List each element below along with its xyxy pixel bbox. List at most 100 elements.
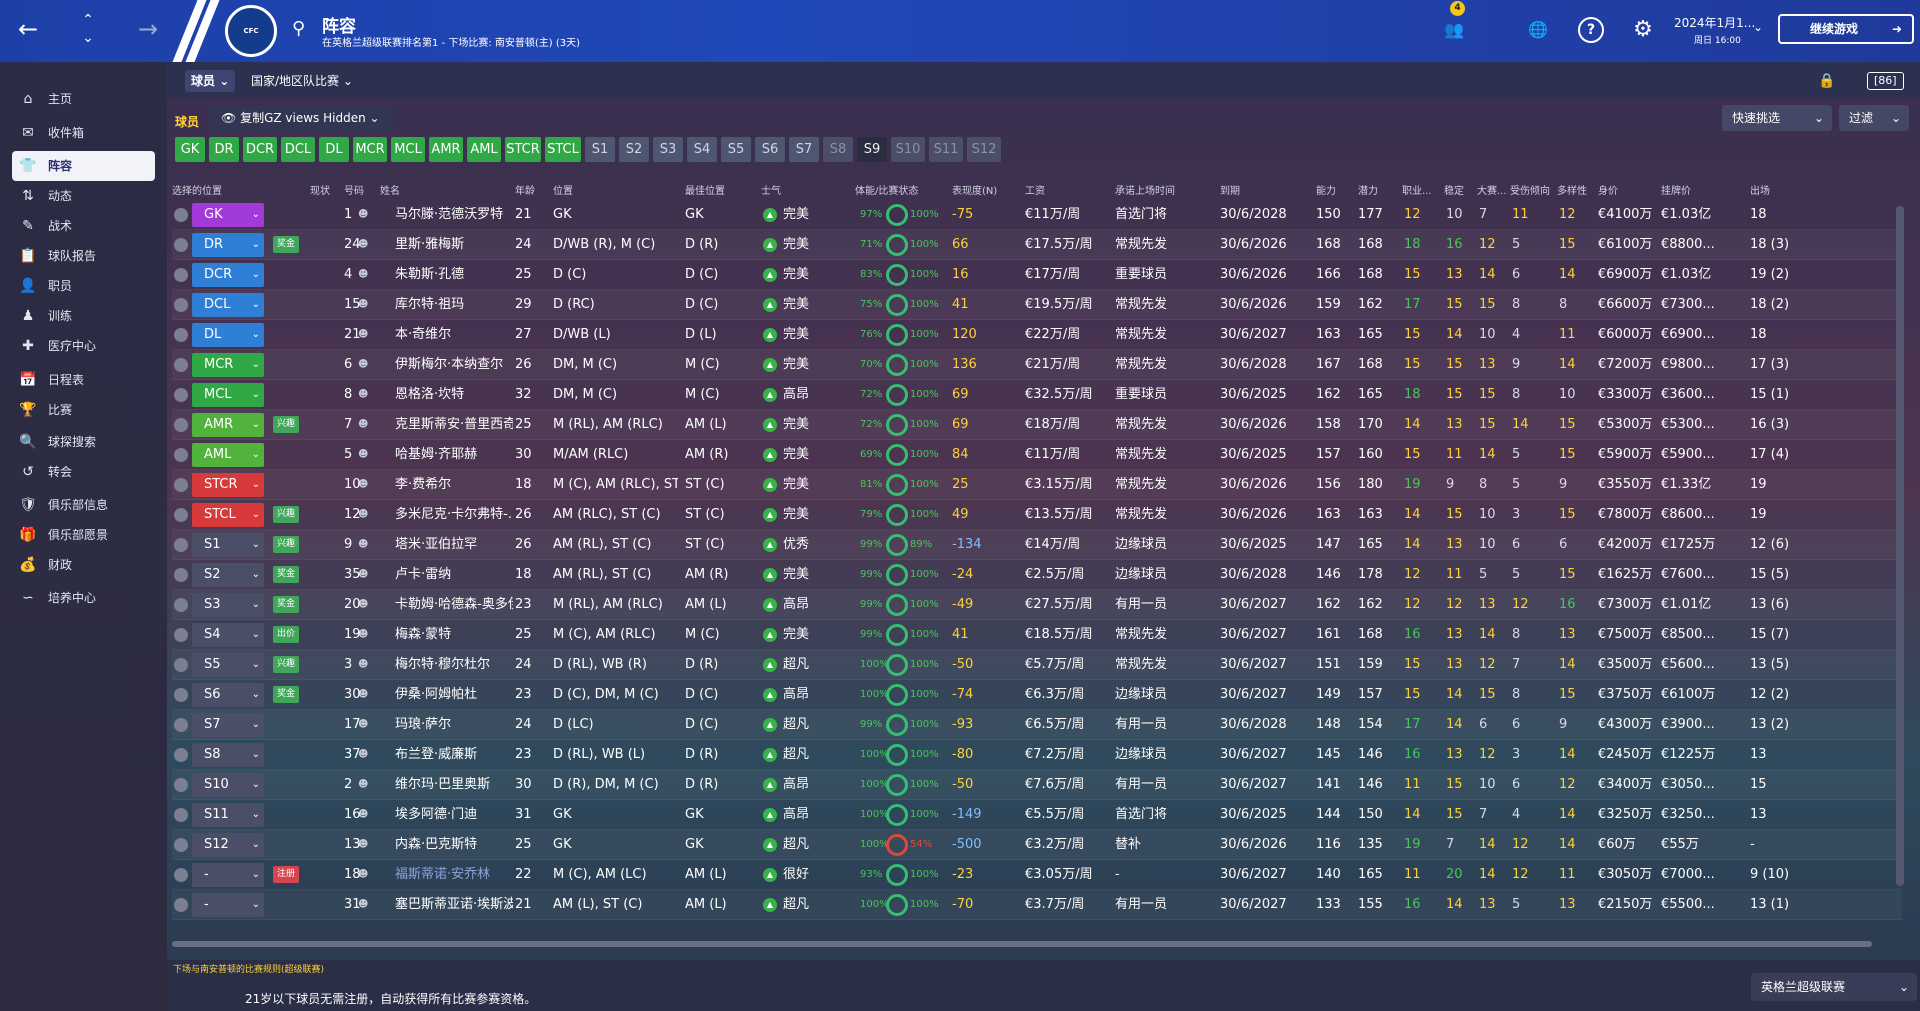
club-crest-logo[interactable]: CFC [225, 5, 277, 57]
status-badge[interactable]: 奖金 [273, 566, 300, 583]
table-row[interactable]: DCL ⌄ ☻ ▲ 15 库尔特·祖玛 29 D (RC) D (C) 完美 75% 100% 41 €1… [172, 290, 1902, 320]
status-badge[interactable]: 奖金 [273, 236, 300, 253]
sidebar-item-staff[interactable]: 👤 职员 [12, 271, 155, 301]
row-checkbox[interactable] [174, 478, 188, 492]
header-cond[interactable]: 体能/比赛状态 [855, 186, 919, 197]
header-form[interactable]: 表现度(N) [952, 186, 998, 197]
cell-name[interactable]: 梅森·蒙特 [395, 627, 452, 642]
header-playtime[interactable]: 承诺上场时间 [1115, 186, 1175, 197]
row-checkbox[interactable] [174, 418, 188, 432]
position-filter-s1[interactable]: S1 [585, 137, 615, 162]
globe-icon[interactable]: 🌐 [1528, 20, 1548, 39]
header-apps[interactable]: 出场 [1750, 186, 1770, 197]
cell-name[interactable]: 马尔滕·范德沃罗特 [395, 207, 504, 222]
filter-button[interactable]: 过滤 ⌄ [1839, 105, 1909, 131]
selected-position-dropdown[interactable]: STCR ⌄ [192, 473, 264, 497]
table-row[interactable]: S5 ⌄ 兴趣 ☻ ▲ 3 梅尔特·穆尔杜尔 24 D (RL), WB (R) D (R) 超凡 1… [172, 650, 1902, 680]
sidebar-item-development[interactable]: ∽ 培养中心 [12, 583, 155, 613]
status-badge[interactable]: 兴趣 [273, 506, 300, 523]
selected-position-dropdown[interactable]: S8 ⌄ [192, 743, 264, 767]
table-row[interactable]: S8 ⌄ ☻ ▲ 37 布兰登·威廉斯 23 D (RL), WB (L) D (R) 超凡 100… [172, 740, 1902, 770]
table-row[interactable]: S11 ⌄ ☻ ▲ 16 埃多阿德·门迪 31 GK GK 高昂 100% 100% -149 €5.5万… [172, 800, 1902, 830]
status-badge[interactable]: 奖金 [273, 686, 300, 703]
table-row[interactable]: MCR ⌄ ☻ ▲ 6 伊斯梅尔·本纳查尔 26 DM, M (C) M (C) 完美 70% 100… [172, 350, 1902, 380]
table-row[interactable]: AML ⌄ ☻ ▲ 5 哈基姆·齐耶赫 30 M/AM (RLC) AM (R) 完美 69% 100… [172, 440, 1902, 470]
table-row[interactable]: STCR ⌄ ☻ ▲ 10 李·费希尔 18 M (C), AM (RLC), ST... ST… [172, 470, 1902, 500]
table-row[interactable]: S3 ⌄ 奖金 ☻ ▲ 20 卡勒姆·哈德森-奥多伊 23 M (RL), AM (RLC) AM… [172, 590, 1902, 620]
cell-name[interactable]: 克里斯蒂安·普里西奇 [395, 417, 513, 432]
row-checkbox[interactable] [174, 838, 188, 852]
layout-toggle-icon[interactable]: [86] [1867, 72, 1904, 90]
search-icon[interactable]: ⚲ [292, 18, 306, 39]
table-row[interactable]: STCL ⌄ 兴趣 ☻ ▲ 12 多米尼克·卡尔弗特-... 26 AM (RLC), ST (… [172, 500, 1902, 530]
sidebar-item-transfers[interactable]: ↺ 转会 [12, 457, 155, 487]
header-name[interactable]: 姓名 [380, 186, 400, 197]
table-row[interactable]: DL ⌄ ☻ ▲ 21 本·奇维尔 27 D/WB (L) D (L) 完美 76% 100% 120 €… [172, 320, 1902, 350]
selected-position-dropdown[interactable]: DCL ⌄ [192, 293, 264, 317]
row-checkbox[interactable] [174, 208, 188, 222]
header-pa[interactable]: 潜力 [1358, 186, 1378, 197]
sidebar-item-dynamics[interactable]: ⇅ 动态 [12, 181, 155, 211]
row-checkbox[interactable] [174, 298, 188, 312]
selected-position-dropdown[interactable]: - ⌄ [192, 893, 264, 917]
row-checkbox[interactable] [174, 658, 188, 672]
header-stab[interactable]: 稳定 [1444, 186, 1464, 197]
status-badge[interactable]: 出价 [273, 626, 300, 643]
table-row[interactable]: S12 ⌄ ☻ ▲ 13 内森·巴克斯特 25 GK GK 超凡 100% 54% -500 €3.2万/… [172, 830, 1902, 860]
table-row[interactable]: DCR ⌄ ☻ ▲ 4 朱勒斯·孔德 25 D (C) D (C) 完美 83% 100% 16 €17万… [172, 260, 1902, 290]
chevron-down-icon[interactable]: ⌄ [1753, 20, 1764, 34]
position-filter-dr[interactable]: DR [209, 137, 239, 162]
cell-name[interactable]: 恩格洛·坎特 [395, 387, 465, 402]
row-checkbox[interactable] [174, 268, 188, 282]
row-checkbox[interactable] [174, 778, 188, 792]
selected-position-dropdown[interactable]: MCL ⌄ [192, 383, 264, 407]
selected-position-dropdown[interactable]: S1 ⌄ [192, 533, 264, 557]
sidebar-item-inbox[interactable]: ✉ 收件箱 [12, 118, 155, 148]
table-row[interactable]: S7 ⌄ ☻ ▲ 17 玛琅·萨尔 24 D (LC) D (C) 超凡 99% 100% -93 €6.… [172, 710, 1902, 740]
sidebar-item-tactics[interactable]: ✎ 战术 [12, 211, 155, 241]
table-row[interactable]: GK ⌄ ☻ ▲ 1 马尔滕·范德沃罗特 21 GK GK 完美 97% 100% -75 €11万/周 首… [172, 200, 1902, 230]
header-morale[interactable]: 士气 [761, 186, 781, 197]
help-icon[interactable]: ? [1578, 17, 1604, 43]
selected-position-dropdown[interactable]: STCL ⌄ [192, 503, 264, 527]
cell-name[interactable]: 伊桑·阿姆帕杜 [395, 687, 478, 702]
selected-position-dropdown[interactable]: GK ⌄ [192, 203, 264, 227]
status-badge[interactable]: 兴趣 [273, 416, 300, 433]
sidebar-item-team-report[interactable]: 📋 球队报告 [12, 241, 155, 271]
tab-players[interactable]: 球员 ⌄ [185, 70, 236, 92]
row-checkbox[interactable] [174, 688, 188, 702]
position-filter-mcr[interactable]: MCR [353, 137, 387, 162]
row-checkbox[interactable] [174, 628, 188, 642]
position-filter-s5[interactable]: S5 [721, 137, 751, 162]
header-expires[interactable]: 到期 [1220, 186, 1240, 197]
cell-name[interactable]: 塞巴斯蒂亚诺·埃斯波... [395, 897, 513, 912]
cell-name[interactable]: 哈基姆·齐耶赫 [395, 447, 478, 462]
sidebar-item-medical[interactable]: ✚ 医疗中心 [12, 331, 155, 361]
tab-national[interactable]: 国家/地区队比赛 ⌄ [251, 74, 353, 88]
sidebar-item-home[interactable]: ⌂ 主页 [12, 84, 155, 114]
quick-pick-button[interactable]: 快速挑选 ⌄ [1722, 105, 1832, 131]
back-arrow-icon[interactable]: ← [17, 15, 39, 43]
selected-position-dropdown[interactable]: S2 ⌄ [192, 563, 264, 587]
row-checkbox[interactable] [174, 748, 188, 762]
position-filter-stcl[interactable]: STCL [545, 137, 581, 162]
cell-name[interactable]: 里斯·雅梅斯 [395, 237, 465, 252]
table-row[interactable]: S6 ⌄ 奖金 ☻ ▲ 30 伊桑·阿姆帕杜 23 D (C), DM, M (C) D (C) 高… [172, 680, 1902, 710]
header-ask[interactable]: 挂牌价 [1661, 186, 1691, 197]
cell-name[interactable]: 布兰登·威廉斯 [395, 747, 478, 762]
header-vers[interactable]: 多样性 [1557, 186, 1587, 197]
cell-name[interactable]: 伊斯梅尔·本纳查尔 [395, 357, 504, 372]
position-filter-s8[interactable]: S8 [823, 137, 853, 162]
selected-position-dropdown[interactable]: S10 ⌄ [192, 773, 264, 797]
cell-name[interactable]: 福斯蒂诺·安乔林 [395, 867, 491, 882]
cell-name[interactable]: 卢卡·雷纳 [395, 567, 452, 582]
selected-position-dropdown[interactable]: S4 ⌄ [192, 623, 264, 647]
cell-name[interactable]: 内森·巴克斯特 [395, 837, 478, 852]
selected-position-dropdown[interactable]: DCR ⌄ [192, 263, 264, 287]
position-filter-dcr[interactable]: DCR [243, 137, 277, 162]
view-selector[interactable]: 👁 复制GZ views Hidden ⌄ [209, 105, 394, 131]
status-badge[interactable]: 兴趣 [273, 536, 300, 553]
position-filter-s6[interactable]: S6 [755, 137, 785, 162]
table-row[interactable]: - ⌄ 注册 ☻ ▲ 18 福斯蒂诺·安乔林 22 M (C), AM (LC) AM (L) 很好… [172, 860, 1902, 890]
header-wage[interactable]: 工资 [1025, 186, 1045, 197]
